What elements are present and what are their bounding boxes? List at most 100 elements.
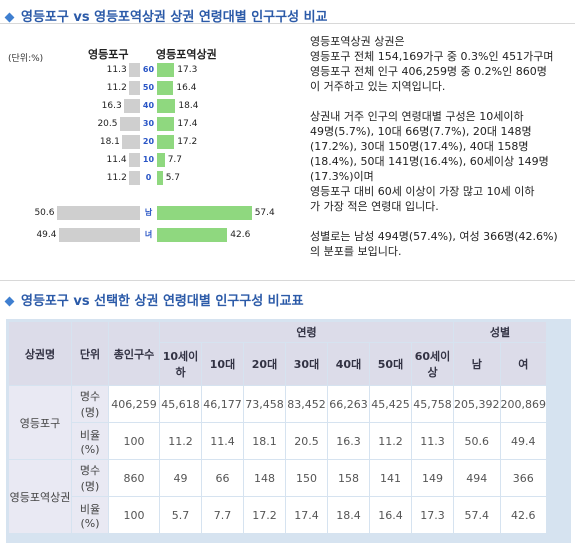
header-age-col: 20대 xyxy=(244,343,285,385)
table-row: 비율(%) 100 11.2 11.4 18.1 20.5 16.3 11.2 11.3 50.6… xyxy=(9,423,546,459)
value-left: 16.3 xyxy=(101,101,122,111)
section1-title: 영등포구 vs 영등포역상권 상권 연령대별 인구구성 비교 xyxy=(4,6,328,25)
value-cell: 11.4 xyxy=(202,423,243,459)
value-cell: 494 xyxy=(454,460,500,496)
value-right: 16.4 xyxy=(176,83,197,93)
value-cell: 17.4 xyxy=(286,497,327,533)
summary-line: (17.2%), 30대 150명(17.4%), 40대 158명 xyxy=(310,140,529,153)
value-cell: 5.7 xyxy=(160,497,201,533)
value-right: 18.4 xyxy=(178,101,199,111)
pyramid-age-label: 10 xyxy=(140,153,157,167)
value-right: 17.4 xyxy=(177,119,198,129)
value-cell: 100 xyxy=(109,497,159,533)
unit-cell: 명수(명) xyxy=(72,460,108,496)
bar-right xyxy=(157,63,175,77)
value-cell: 158 xyxy=(328,460,369,496)
value-cell: 17.3 xyxy=(412,497,453,533)
value-right: 5.7 xyxy=(165,173,181,183)
value-cell: 50.6 xyxy=(454,423,500,459)
table-header-row: 10세이하 10대 20대 30대 40대 50대 60세이상 남 여 xyxy=(9,343,546,385)
header-age-col: 40대 xyxy=(328,343,369,385)
bar-right xyxy=(157,81,174,95)
value-cell: 366 xyxy=(500,460,546,496)
value-cell: 100 xyxy=(109,423,159,459)
pyramid-left-label: 영등포구 xyxy=(88,48,129,61)
unit-cell: 비율(%) xyxy=(72,497,108,533)
value-left: 49.4 xyxy=(36,230,57,240)
summary-line: (18.4%), 50대 141명(16.4%), 60세이상 149명 xyxy=(310,155,549,168)
population-pyramid: 60 11.3 17.3 50 11.2 16.4 40 16.3 18.4 30 20.5 17.4… xyxy=(0,62,300,247)
table-header-row: 상권명 단위 총인구수 연령 성별 xyxy=(9,322,546,385)
value-cell: 42.6 xyxy=(500,497,546,533)
bar-left xyxy=(123,99,140,113)
bar-left xyxy=(128,171,140,185)
summary-line: 의 분포를 보입니다. xyxy=(310,245,402,258)
summary-line: 성별로는 남성 494명(57.4%), 여성 366명(42.6%) xyxy=(310,230,558,243)
comparison-table-frame: 상권명 단위 총인구수 연령 성별 10세이하 10대 20대 30대 40대 50대 60세이상 남 여… xyxy=(6,319,571,543)
unit-cell: 명수(명) xyxy=(72,386,108,422)
value-cell: 7.7 xyxy=(202,497,243,533)
value-cell: 16.3 xyxy=(328,423,369,459)
pyramid-age-label: 30 xyxy=(140,117,157,131)
bar-right xyxy=(157,117,175,131)
value-cell: 16.4 xyxy=(370,497,411,533)
bar-left xyxy=(128,63,140,77)
value-cell: 73,458 xyxy=(244,386,285,422)
pyramid-age-label: 20 xyxy=(140,135,157,149)
bar-right xyxy=(157,99,176,113)
value-cell: 49.4 xyxy=(500,423,546,459)
summary-line: 이 거주하고 있는 지역입니다. xyxy=(310,80,446,93)
diamond-bullet-icon xyxy=(4,296,15,306)
pyramid-age-label: 40 xyxy=(140,99,157,113)
header-age-col: 60세이상 xyxy=(412,343,453,385)
value-cell: 45,618 xyxy=(160,386,201,422)
bar-right xyxy=(157,153,165,167)
header-age-group: 연령 xyxy=(160,322,453,342)
area-name-cell: 영등포역상권 xyxy=(9,460,71,533)
value-cell: 200,869 xyxy=(500,386,546,422)
pyramid-row: 0 11.2 5.7 xyxy=(0,170,300,186)
summary-line xyxy=(310,94,574,109)
bar-right xyxy=(157,171,163,185)
bar-left xyxy=(119,117,140,131)
value-cell: 205,392 xyxy=(454,386,500,422)
value-cell: 860 xyxy=(109,460,159,496)
header-age-col: 50대 xyxy=(370,343,411,385)
comparison-table: 상권명 단위 총인구수 연령 성별 10세이하 10대 20대 30대 40대 50대 60세이상 남 여… xyxy=(8,321,547,534)
pyramid-age-label: 0 xyxy=(140,171,157,185)
section2-title: 영등포구 vs 선택한 상권 연령대별 인구구성 비교표 xyxy=(4,290,304,309)
value-cell: 11.2 xyxy=(160,423,201,459)
header-sex-col: 남 xyxy=(454,343,500,385)
diamond-bullet-icon xyxy=(4,12,15,22)
value-left: 50.6 xyxy=(34,208,55,218)
header-total: 총인구수 xyxy=(109,322,159,385)
summary-line: (17.3%)이며 xyxy=(310,170,374,183)
bar-left xyxy=(128,81,140,95)
value-cell: 18.1 xyxy=(244,423,285,459)
summary-line: 영등포구 전체 154,169가구 중 0.3%인 451가구며 xyxy=(310,50,554,63)
header-age-col: 10대 xyxy=(202,343,243,385)
value-left: 18.1 xyxy=(99,137,120,147)
value-right: 57.4 xyxy=(254,208,275,218)
pyramid-row: 50 11.2 16.4 xyxy=(0,80,300,96)
value-cell: 150 xyxy=(286,460,327,496)
pyramid-age-label: 50 xyxy=(140,81,157,95)
pyramid-row: 녀 49.4 42.6 xyxy=(0,227,300,243)
pyramid-row: 40 16.3 18.4 xyxy=(0,98,300,114)
summary-line xyxy=(310,214,574,229)
summary-line: 영등포구 대비 60세 이상이 가장 많고 10세 이하 xyxy=(310,185,535,198)
value-right: 7.7 xyxy=(167,155,183,165)
pyramid-row: 60 11.3 17.3 xyxy=(0,62,300,78)
table-row: 영등포역상권 명수(명) 860 49 66 148 150 158 141 149 494 366 xyxy=(9,460,546,533)
area-name-cell: 영등포구 xyxy=(9,386,71,459)
value-left: 11.2 xyxy=(106,173,127,183)
bar-right xyxy=(157,206,252,220)
value-cell: 45,758 xyxy=(412,386,453,422)
summary-text: 영등포역상권 상권은 영등포구 전체 154,169가구 중 0.3%인 451가… xyxy=(310,34,574,259)
table-row: 비율(%) 100 5.7 7.7 17.2 17.4 18.4 16.4 17.3 57.4 42… xyxy=(9,497,546,533)
header-age-col: 10세이하 xyxy=(160,343,201,385)
value-left: 11.2 xyxy=(106,83,127,93)
value-cell: 11.2 xyxy=(370,423,411,459)
bar-right xyxy=(157,135,175,149)
value-cell: 141 xyxy=(370,460,411,496)
